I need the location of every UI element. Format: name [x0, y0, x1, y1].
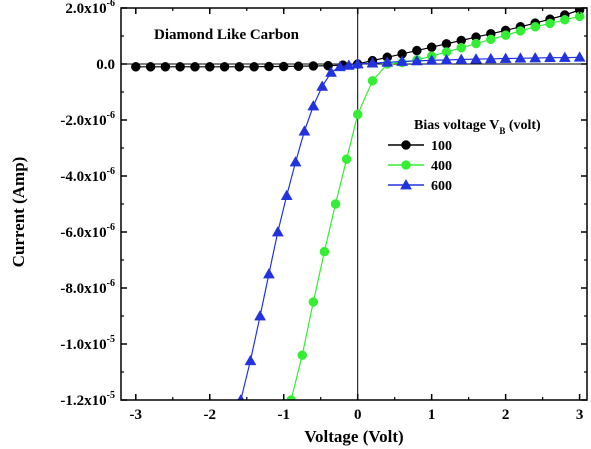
legend-marker: [400, 178, 412, 190]
y-tick-label: -4.0x10-6: [60, 166, 115, 185]
legend-marker: [401, 160, 411, 170]
data-point: [308, 297, 319, 307]
series-line-600: [240, 56, 580, 400]
data-point: [263, 267, 275, 279]
data-point: [560, 15, 570, 25]
data-point: [486, 34, 496, 45]
x-tick-label: 0: [354, 407, 362, 423]
data-point: [352, 109, 363, 120]
data-point: [545, 18, 555, 29]
data-point: [342, 59, 355, 70]
data-point: [244, 354, 257, 366]
legend: Bias voltage VB (volt) 100 400 600: [388, 118, 541, 194]
data-point: [249, 62, 259, 72]
y-tick-label: 2.0x10-6: [65, 0, 115, 17]
legend-title: Bias voltage VB (volt): [414, 118, 541, 136]
data-point: [396, 55, 409, 66]
data-point: [308, 61, 319, 71]
x-axis-title: Voltage (Volt): [304, 427, 403, 446]
data-point: [530, 22, 540, 32]
data-point: [234, 62, 245, 72]
data-point: [499, 52, 512, 63]
data-point: [381, 56, 394, 67]
data-point: [470, 53, 482, 64]
y-tick-label: -1.0x10-5: [60, 334, 115, 353]
data-point: [471, 38, 481, 49]
x-tick-label: -1: [277, 407, 290, 423]
data-point: [412, 45, 422, 56]
data-point: [264, 61, 274, 72]
data-point: [325, 66, 338, 77]
data-point: [334, 60, 346, 72]
data-point: [500, 30, 511, 40]
x-tick-label: -2: [204, 407, 217, 423]
data-point: [190, 62, 200, 72]
data-point: [426, 42, 437, 52]
data-point: [286, 395, 296, 400]
x-tick-label: 1: [428, 407, 436, 423]
y-tick-label: -1.2x10-5: [60, 390, 115, 409]
data-point: [271, 225, 284, 237]
y-tick-label: -6.0x10-6: [60, 222, 115, 241]
legend-label: 600: [431, 179, 452, 194]
data-point: [558, 51, 571, 62]
data-point: [298, 125, 311, 136]
data-point: [131, 62, 141, 72]
data-point: [297, 350, 307, 360]
data-point: [316, 80, 329, 91]
y-tick-label: 0.0: [96, 57, 115, 73]
data-point: [278, 61, 289, 72]
data-point: [455, 53, 468, 64]
x-tick-label: 2: [502, 407, 510, 423]
data-point: [293, 61, 304, 71]
data-point: [456, 43, 467, 53]
data-point: [514, 52, 527, 63]
legend-item-400: 400: [388, 159, 452, 174]
data-point: [307, 99, 320, 111]
data-point: [160, 62, 171, 72]
data-point: [341, 154, 352, 164]
y-tick-labels: 2.0x10-6 0.0 -2.0x10-6 -4.0x10-6 -6.0x10-6 -8…: [60, 0, 115, 409]
y-tick-label: -2.0x10-6: [60, 110, 115, 129]
data-point: [367, 76, 378, 86]
data-point: [484, 52, 497, 64]
legend-label: 400: [431, 159, 452, 174]
data-point: [573, 51, 586, 62]
legend-marker: [401, 140, 411, 150]
data-point: [319, 246, 330, 257]
data-point: [145, 62, 156, 72]
data-point: [544, 51, 556, 63]
data-point: [254, 309, 266, 321]
data-point: [529, 51, 542, 63]
data-point: [515, 26, 526, 36]
data-point: [289, 155, 302, 167]
series-layer: [131, 8, 586, 400]
chart-annotation: Diamond Like Carbon: [154, 27, 300, 43]
legend-item-600: 600: [388, 178, 452, 194]
y-tick-label: -8.0x10-6: [60, 278, 115, 297]
data-point: [441, 39, 452, 49]
data-point: [366, 57, 379, 68]
data-point: [425, 54, 438, 65]
tick-layer: [121, 7, 587, 401]
data-point: [205, 62, 215, 72]
data-point: [440, 53, 453, 65]
data-point: [410, 54, 423, 66]
x-tick-labels: -3 -2 -1 0 1 2 3: [130, 407, 584, 423]
legend-label: 100: [431, 139, 452, 154]
data-point: [219, 62, 230, 72]
data-point: [330, 199, 341, 209]
x-tick-label: 3: [576, 407, 584, 423]
x-tick-label: -3: [130, 407, 143, 423]
data-point: [175, 62, 185, 72]
series-600: [237, 51, 586, 400]
series-line-400: [290, 15, 580, 400]
data-point: [280, 189, 293, 200]
y-axis-title: Current (Amp): [9, 157, 28, 268]
data-point: [351, 57, 364, 69]
legend-item-100: 100: [388, 139, 452, 154]
